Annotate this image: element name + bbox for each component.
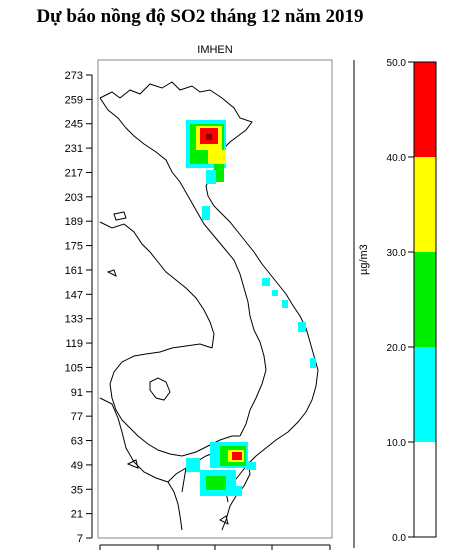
y-tick-label: 161 xyxy=(65,265,83,277)
y-tick-label: 231 xyxy=(65,143,83,155)
y-tick-label: 147 xyxy=(65,289,83,301)
legend-frame xyxy=(413,61,437,538)
y-tick-label: 273 xyxy=(65,70,83,82)
legend-tick-label: 0.0 xyxy=(392,533,406,544)
legend-tick-label: 50.0 xyxy=(387,58,407,69)
y-ticks: 2732592452312172031891751611471331191059… xyxy=(65,70,92,545)
legend-unit: µg/m3 xyxy=(358,244,370,275)
legend-band xyxy=(414,347,436,442)
y-tick-label: 203 xyxy=(65,192,83,204)
legend-tick-label: 30.0 xyxy=(387,248,407,259)
concentration-cells xyxy=(186,120,316,496)
map-title: Dự báo nồng độ SO2 tháng 12 năm 2019 xyxy=(36,6,364,27)
y-tick-label: 35 xyxy=(71,484,83,496)
y-tick-label: 77 xyxy=(71,411,83,423)
color-legend: 50.0 40.0 30.0 20.0 10.0 0.0 xyxy=(353,58,437,548)
map-subtitle: IMHEN xyxy=(197,44,233,56)
y-tick-label: 7 xyxy=(77,533,83,545)
legend-band xyxy=(414,62,436,157)
legend-band xyxy=(414,157,436,252)
y-tick-label: 63 xyxy=(71,436,83,448)
legend-band xyxy=(414,442,436,537)
y-tick-label: 133 xyxy=(65,314,83,326)
legend-tick-label: 10.0 xyxy=(387,438,407,449)
y-tick-label: 189 xyxy=(65,216,83,228)
y-tick-label: 245 xyxy=(65,119,83,131)
map-frame xyxy=(97,59,333,539)
y-tick-label: 21 xyxy=(71,509,83,521)
y-tick-label: 175 xyxy=(65,241,83,253)
legend-tick-label: 40.0 xyxy=(387,153,407,164)
y-tick-label: 119 xyxy=(65,338,83,350)
y-tick-label: 105 xyxy=(65,362,83,374)
y-tick-label: 49 xyxy=(71,460,83,472)
y-tick-label: 91 xyxy=(71,387,83,399)
legend-band xyxy=(414,252,436,347)
y-tick-label: 259 xyxy=(65,94,83,106)
y-tick-label: 217 xyxy=(65,167,83,179)
legend-tick-label: 20.0 xyxy=(387,343,407,354)
